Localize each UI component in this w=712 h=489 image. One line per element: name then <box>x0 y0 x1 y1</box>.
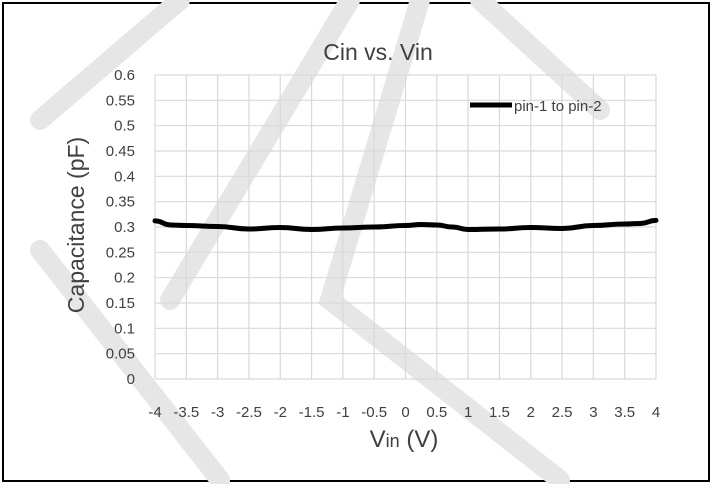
y-axis-label: Capacitance (pF) <box>63 137 89 313</box>
legend-label: pin-1 to pin-2 <box>514 98 602 115</box>
y-tick-label: 0 <box>127 371 135 388</box>
x-tick-label: -3 <box>211 404 224 421</box>
y-tick-label: 0.6 <box>114 67 135 84</box>
y-tick-label: 0.25 <box>106 244 135 261</box>
y-tick-label: 0.1 <box>114 320 135 337</box>
x-tick-label: 1 <box>464 404 472 421</box>
x-tick-label: 3.5 <box>614 404 635 421</box>
x-tick-label: -3.5 <box>173 404 199 421</box>
x-tick-label: 1.5 <box>489 404 510 421</box>
x-tick-label: -1 <box>336 404 349 421</box>
y-tick-label: 0.05 <box>106 346 135 363</box>
y-tick-label: 0.5 <box>114 118 135 135</box>
x-tick-label: 2.5 <box>552 404 573 421</box>
chart-title: Cin vs. Vin <box>323 39 433 65</box>
x-tick-label: 3 <box>589 404 597 421</box>
y-tick-label: 0.35 <box>106 194 135 211</box>
x-axis-label-main: V <box>370 426 386 453</box>
x-tick-label: 0 <box>401 404 409 421</box>
y-tick-label: 0.4 <box>114 168 135 185</box>
x-tick-label: -0.5 <box>361 404 387 421</box>
x-tick-label: -2.5 <box>236 404 262 421</box>
x-tick-label: 4 <box>652 404 660 421</box>
x-axis-label-unit: (V) <box>400 426 439 453</box>
x-axis-label-sub: in <box>386 431 400 451</box>
x-tick-label: 2 <box>527 404 535 421</box>
x-tick-label: -4 <box>148 404 161 421</box>
x-axis-label: Vin (V) <box>370 426 439 453</box>
x-tick-label: -1.5 <box>299 404 325 421</box>
y-tick-label: 0.15 <box>106 295 135 312</box>
x-tick-label: -2 <box>274 404 287 421</box>
y-tick-label: 0.3 <box>114 219 135 236</box>
x-tick-label: 0.5 <box>426 404 447 421</box>
y-tick-label: 0.2 <box>114 270 135 287</box>
y-tick-label: 0.45 <box>106 143 135 160</box>
y-tick-label: 0.55 <box>106 92 135 109</box>
